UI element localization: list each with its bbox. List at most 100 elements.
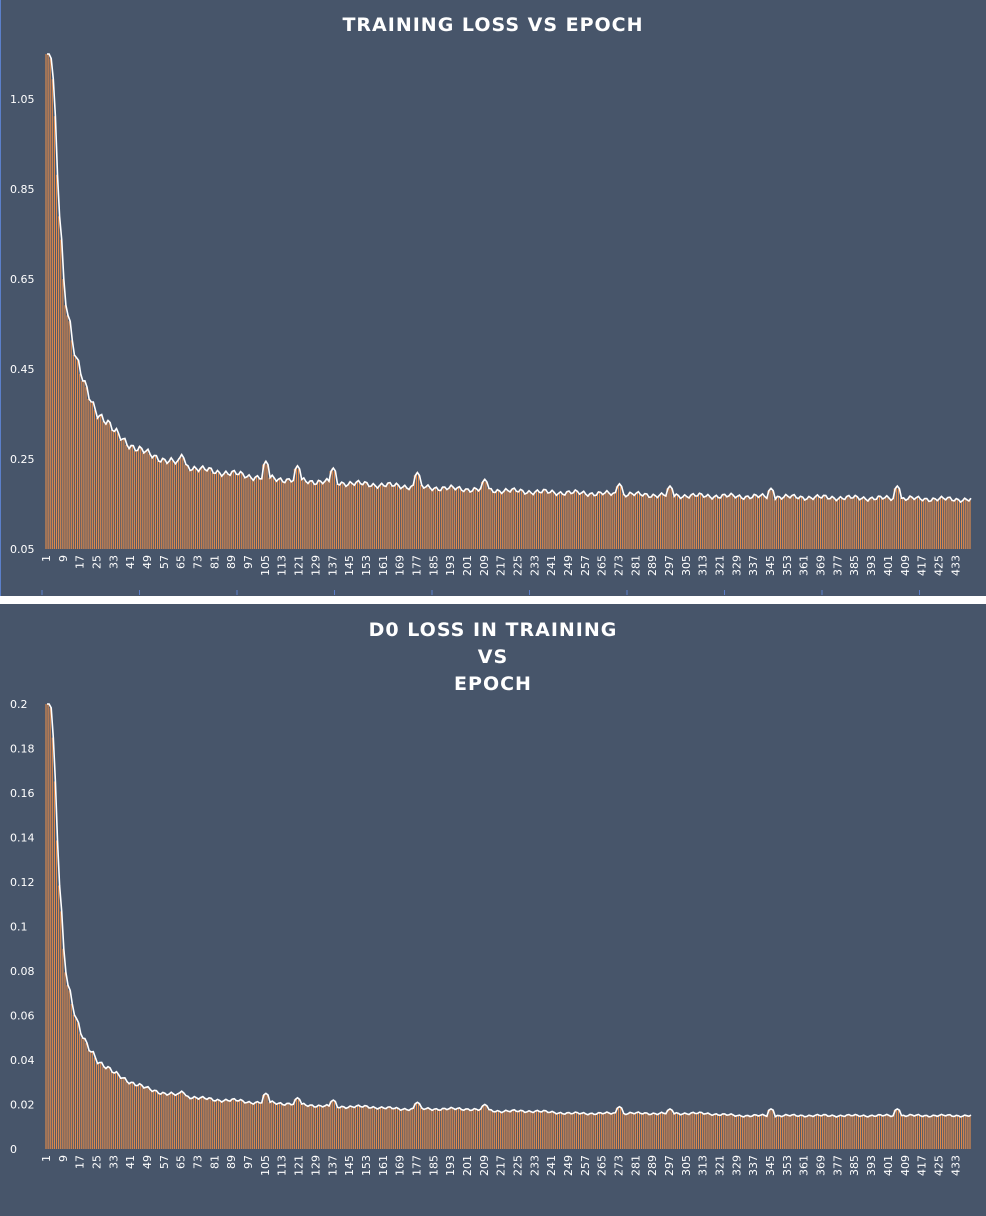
training-loss-bar xyxy=(64,305,66,549)
d0-loss-xtick-label: 57 xyxy=(158,1155,171,1169)
d0-loss-bar xyxy=(714,1113,716,1149)
training-loss-bar xyxy=(771,490,773,549)
d0-loss-bar xyxy=(847,1114,849,1149)
d0-loss-bar xyxy=(697,1112,700,1149)
training-loss-xtick-label: 241 xyxy=(545,555,558,576)
training-loss-xtick-label: 321 xyxy=(714,555,727,576)
d0-loss-bar xyxy=(245,1102,247,1149)
d0-loss-bar xyxy=(643,1112,645,1149)
d0-loss-bar xyxy=(102,1066,104,1149)
training-loss-bar xyxy=(872,499,874,549)
training-loss-bar xyxy=(403,485,405,549)
training-loss-bar xyxy=(838,496,841,549)
training-loss-bar xyxy=(929,500,931,549)
training-loss-xtick-label: 273 xyxy=(613,555,626,576)
d0-loss-bar xyxy=(485,1105,487,1149)
training-loss-bar xyxy=(632,495,634,549)
training-loss-xtick-label: 49 xyxy=(141,555,154,569)
d0-loss-bar xyxy=(100,1062,102,1149)
training-loss-bar xyxy=(607,492,609,549)
d0-loss-xtick-label: 369 xyxy=(815,1155,828,1176)
d0-loss-bar xyxy=(638,1113,641,1149)
d0-loss-bar xyxy=(83,1038,85,1149)
training-loss-bar xyxy=(874,499,876,549)
d0-loss-bar xyxy=(51,737,53,1149)
training-loss-bar xyxy=(611,493,613,549)
d0-loss-bar xyxy=(512,1109,514,1149)
training-loss-bar xyxy=(87,398,89,549)
d0-loss-bar xyxy=(249,1103,251,1149)
d0-loss-bar xyxy=(258,1103,260,1149)
d0-loss-bar xyxy=(798,1115,801,1149)
d0-loss-xtick-label: 169 xyxy=(394,1155,407,1176)
d0-loss-bar xyxy=(590,1113,592,1149)
training-loss-bar xyxy=(209,468,211,549)
training-loss-bar xyxy=(262,464,264,549)
training-loss-bar xyxy=(428,487,430,549)
training-loss-bar xyxy=(180,454,182,549)
training-loss-bar xyxy=(266,464,268,549)
training-loss-bar xyxy=(681,496,683,549)
d0-loss-bar xyxy=(518,1110,521,1149)
d0-loss-bar xyxy=(841,1116,843,1149)
training-loss-bar xyxy=(371,483,373,549)
training-loss-bar xyxy=(104,424,106,549)
training-loss-bar xyxy=(931,498,933,549)
d0-loss-bar xyxy=(931,1115,933,1149)
training-loss-bar xyxy=(316,480,319,549)
d0-loss-bar xyxy=(939,1114,942,1149)
d0-loss-bar xyxy=(297,1099,300,1149)
d0-loss-bar xyxy=(761,1114,763,1149)
d0-loss-bar xyxy=(49,707,51,1149)
d0-loss-bar xyxy=(218,1100,220,1149)
d0-loss-bar xyxy=(626,1113,628,1149)
training-loss-bar xyxy=(81,380,83,549)
d0-loss-bar xyxy=(763,1115,765,1149)
training-loss-bar xyxy=(859,498,862,549)
d0-loss-bar xyxy=(651,1113,653,1149)
d0-loss-bar xyxy=(803,1116,805,1149)
training-loss-bar xyxy=(558,491,561,549)
training-loss-bar xyxy=(895,486,897,549)
training-loss-bar xyxy=(767,490,769,549)
d0-loss-bar xyxy=(489,1109,491,1149)
training-loss-xtick-label: 17 xyxy=(74,555,87,569)
d0-loss-bar xyxy=(184,1095,186,1149)
d0-loss-xtick-label: 433 xyxy=(949,1155,962,1176)
training-loss-bar xyxy=(605,490,607,549)
training-loss-bar xyxy=(388,482,390,549)
training-loss-bar xyxy=(672,496,674,549)
training-loss-bar xyxy=(462,491,464,549)
d0-loss-bar xyxy=(582,1112,584,1149)
training-loss-bar xyxy=(154,455,157,549)
training-loss-bar xyxy=(489,488,491,549)
training-loss-bar xyxy=(828,498,830,549)
training-loss-bar xyxy=(582,491,584,549)
training-loss-bar xyxy=(215,470,218,549)
training-loss-bar xyxy=(546,492,548,549)
d0-loss-bar xyxy=(135,1085,138,1149)
training-loss-bar xyxy=(424,486,426,549)
training-loss-bar xyxy=(678,498,681,549)
training-loss-bar xyxy=(718,497,721,549)
d0-loss-bar xyxy=(464,1108,466,1149)
d0-loss-bar xyxy=(173,1095,175,1149)
training-loss-bar xyxy=(615,486,617,549)
d0-loss-bar xyxy=(921,1116,923,1149)
d0-loss-bar xyxy=(695,1113,697,1149)
d0-loss-bar xyxy=(571,1113,573,1149)
d0-loss-title: D0 LOSS IN TRAINING VS EPOCH xyxy=(0,617,986,698)
d0-loss-bar xyxy=(495,1110,498,1149)
training-loss-bar xyxy=(415,472,418,549)
d0-loss-bar xyxy=(413,1103,415,1149)
training-loss-bar xyxy=(310,480,312,549)
d0-loss-bar xyxy=(923,1115,925,1149)
training-loss-bar xyxy=(653,495,655,549)
d0-loss-bar xyxy=(335,1107,338,1149)
training-loss-bar xyxy=(70,340,72,549)
d0-loss-bar xyxy=(708,1114,710,1149)
d0-loss-bar xyxy=(573,1112,575,1149)
d0-loss-bar xyxy=(552,1112,554,1149)
training-loss-bar xyxy=(514,491,516,549)
training-loss-bar xyxy=(175,461,178,549)
